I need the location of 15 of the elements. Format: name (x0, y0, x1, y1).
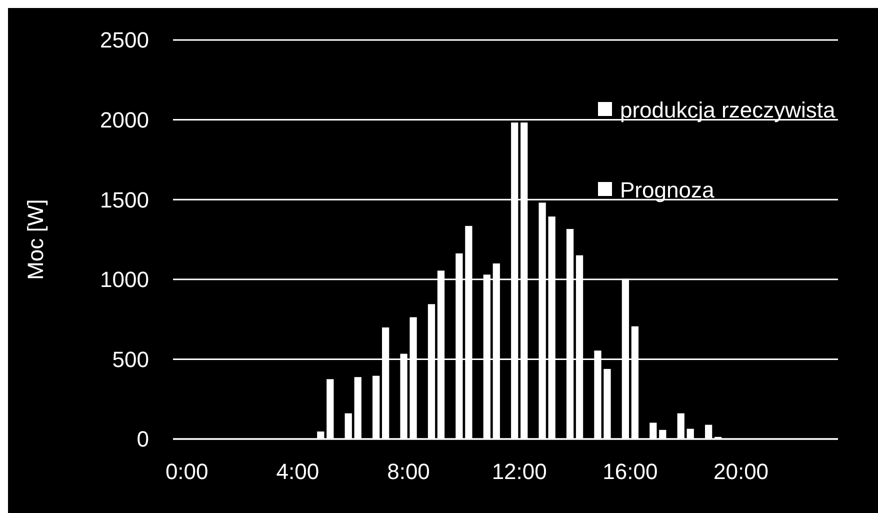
y-axis-title: Moc [W] (23, 199, 48, 280)
legend-label: Prognoza (620, 178, 715, 203)
x-tick-label: 12:00 (492, 459, 547, 484)
y-tick-label: 1000 (100, 267, 149, 292)
x-tick-label: 4:00 (276, 459, 320, 484)
legend-label: produkcja rzeczywista (620, 98, 836, 123)
y-tick-label: 500 (112, 346, 149, 372)
y-tick-label: 2500 (100, 28, 149, 53)
y-tick-label: 2000 (100, 108, 149, 132)
x-tick-label: 0:00 (165, 459, 208, 484)
y-tick-label: 0 (136, 426, 149, 452)
x-tick-label: 8:00 (387, 459, 430, 484)
x-tick-label: 20:00 (713, 459, 769, 484)
y-tick-label: 1500 (100, 187, 149, 212)
x-tick-label: 16:00 (602, 459, 658, 484)
